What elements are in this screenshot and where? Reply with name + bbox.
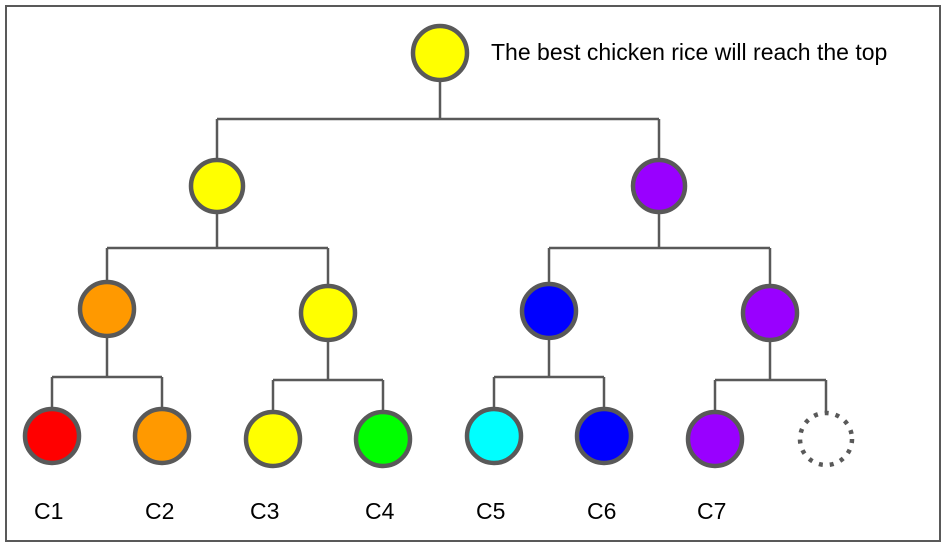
leaf-label-4: C4 (365, 498, 395, 524)
node-leaf-2 (132, 406, 192, 466)
node-level2-2 (298, 283, 358, 343)
leaf-label-6: C6 (587, 498, 616, 524)
node-leaf-7 (685, 409, 745, 469)
leaf-label-7: C7 (697, 498, 726, 524)
node-root (410, 23, 470, 83)
leaf-label-5: C5 (476, 498, 505, 524)
leaf-label-1: C1 (34, 498, 63, 524)
node-leaf-empty (797, 410, 855, 468)
node-level1-left (188, 157, 246, 215)
tree-edges (50, 80, 828, 413)
node-leaf-4 (353, 409, 413, 469)
node-leaf-1 (22, 406, 82, 466)
node-level2-4 (740, 283, 800, 343)
node-level2-1 (77, 279, 137, 339)
leaf-label-3: C3 (250, 498, 279, 524)
node-leaf-3 (243, 409, 303, 469)
node-leaf-6 (574, 406, 634, 466)
node-level1-right (630, 157, 688, 215)
leaf-label-2: C2 (145, 498, 174, 524)
diagram-caption: The best chicken rice will reach the top (491, 39, 887, 65)
node-level2-3 (519, 281, 579, 341)
node-leaf-5 (464, 406, 524, 466)
